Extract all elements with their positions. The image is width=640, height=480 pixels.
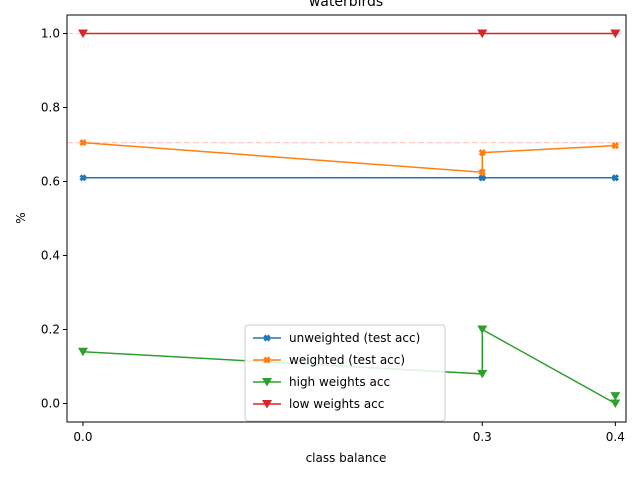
legend-label: weighted (test acc) — [289, 353, 405, 367]
legend-item: high weights acc — [253, 375, 390, 389]
x-axis-ticks: 0.0 0.3 0.4 — [73, 422, 625, 444]
data-point — [610, 29, 621, 38]
plot-area-frame — [66, 14, 627, 423]
y-axis-ticks: 0.0 0.2 0.4 0.6 0.8 1.0 — [41, 27, 67, 411]
y-tick-label: 1.0 — [41, 27, 60, 41]
legend-marker — [263, 356, 271, 364]
data-point — [478, 174, 486, 182]
y-tick-label: 0.0 — [41, 397, 60, 411]
data-point — [477, 369, 488, 379]
data-point — [477, 29, 488, 38]
legend-label: high weights acc — [289, 375, 390, 389]
series-line-2 — [82, 141, 616, 174]
y-tick-label: 0.6 — [41, 175, 60, 189]
series-2 — [79, 139, 619, 176]
x-tick-label: 0.3 — [473, 430, 492, 444]
data-point — [478, 149, 486, 157]
data-point — [79, 139, 87, 147]
data-point — [79, 174, 87, 182]
data-point — [77, 29, 88, 38]
y-tick-label: 0.4 — [41, 249, 60, 263]
legend-marker — [262, 378, 272, 387]
data-point — [611, 174, 619, 182]
data-point — [611, 142, 619, 150]
legend-item: unweighted (test acc) — [253, 331, 420, 345]
x-axis-label: class balance — [306, 451, 387, 465]
chart-title: waterbirds — [309, 0, 383, 10]
series-1 — [79, 174, 619, 182]
data-point — [77, 347, 88, 357]
legend-box — [244, 324, 446, 422]
legend-marker — [263, 334, 271, 342]
legend-marker — [262, 400, 272, 409]
y-tick-label: 0.8 — [41, 101, 60, 115]
series-4 — [77, 29, 621, 38]
legend-label: low weights acc — [289, 397, 384, 411]
data-point — [610, 399, 621, 408]
x-tick-label: 0.4 — [606, 430, 625, 444]
data-point — [478, 168, 486, 176]
data-point — [477, 325, 488, 334]
y-axis-label: % — [14, 212, 28, 223]
legend-item: weighted (test acc) — [253, 353, 405, 367]
x-tick-label: 0.0 — [73, 430, 92, 444]
data-point — [610, 392, 621, 401]
legend-label: unweighted (test acc) — [289, 331, 420, 345]
legend: unweighted (test acc) weighted (test acc)… — [244, 324, 446, 422]
reference-lines — [67, 32, 626, 144]
y-tick-label: 0.2 — [41, 323, 60, 337]
legend-item: low weights acc — [253, 397, 384, 411]
